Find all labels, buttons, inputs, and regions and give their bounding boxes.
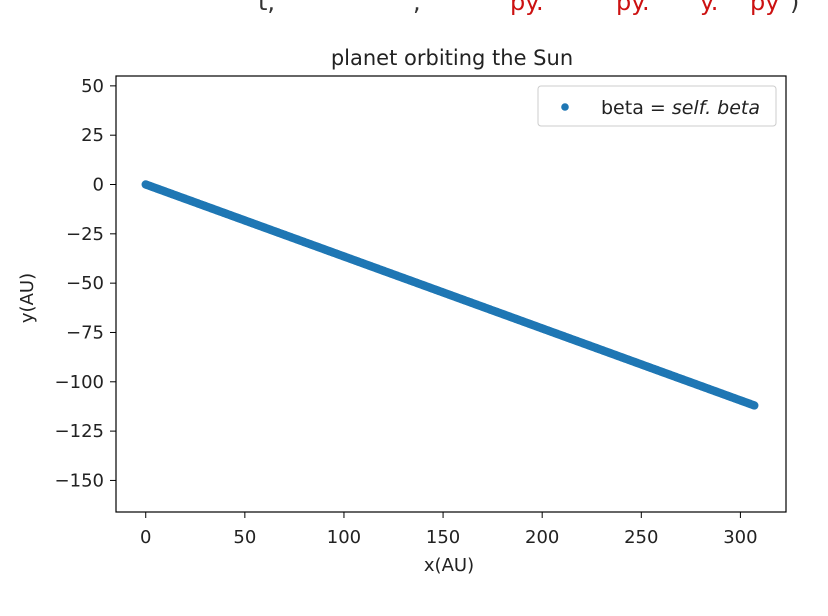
- y-tick-label: −75: [66, 322, 104, 343]
- legend-marker: [561, 103, 569, 111]
- header-fragment-part: t,: [258, 0, 276, 16]
- y-tick-label: 50: [81, 76, 104, 97]
- y-axis-label: y(AU): [17, 273, 38, 323]
- legend-label: beta = self. beta: [601, 97, 760, 119]
- header-fragment-part: ",: [402, 0, 421, 16]
- x-tick-label: 50: [233, 527, 256, 548]
- y-tick-label: −25: [66, 224, 104, 245]
- y-axis: 50 25 0 −25 −50 −75 −100 −125 −150: [55, 76, 116, 491]
- data-point: [750, 401, 759, 410]
- y-tick-label: −100: [55, 372, 104, 393]
- legend-box: [537, 85, 777, 127]
- y-tick-label: 25: [81, 125, 104, 146]
- y-tick-label: 0: [93, 175, 104, 196]
- x-tick-label: 100: [327, 527, 361, 548]
- x-tick-label: 250: [624, 527, 658, 548]
- y-tick-label: −150: [55, 470, 104, 491]
- plot-frame: [115, 75, 787, 513]
- y-tick-label: −125: [55, 421, 104, 442]
- x-tick-label: 200: [525, 527, 559, 548]
- header-fragment-part: ): [790, 0, 800, 16]
- scatter-points: [141, 180, 759, 410]
- legend-label-plain: beta =: [601, 97, 672, 119]
- legend: beta = self. beta: [537, 85, 777, 127]
- y-tick-label: −50: [66, 273, 104, 294]
- x-tick-label: 300: [723, 527, 757, 548]
- header-fragment-part: py: [750, 0, 780, 16]
- header-fragment-part: y.: [700, 0, 719, 16]
- x-axis: 0 50 100 150 200 250 300: [140, 512, 758, 548]
- header-code-fragment: t, ", py. py. y. py): [0, 0, 828, 34]
- legend-label-italic: self. beta: [672, 97, 760, 119]
- header-fragment-part: py.: [616, 0, 650, 16]
- chart-title: planet orbiting the Sun: [331, 46, 573, 70]
- x-tick-label: 0: [140, 527, 151, 548]
- x-axis-label: x(AU): [424, 555, 474, 576]
- header-fragment-part: py.: [510, 0, 544, 16]
- x-tick-label: 150: [426, 527, 460, 548]
